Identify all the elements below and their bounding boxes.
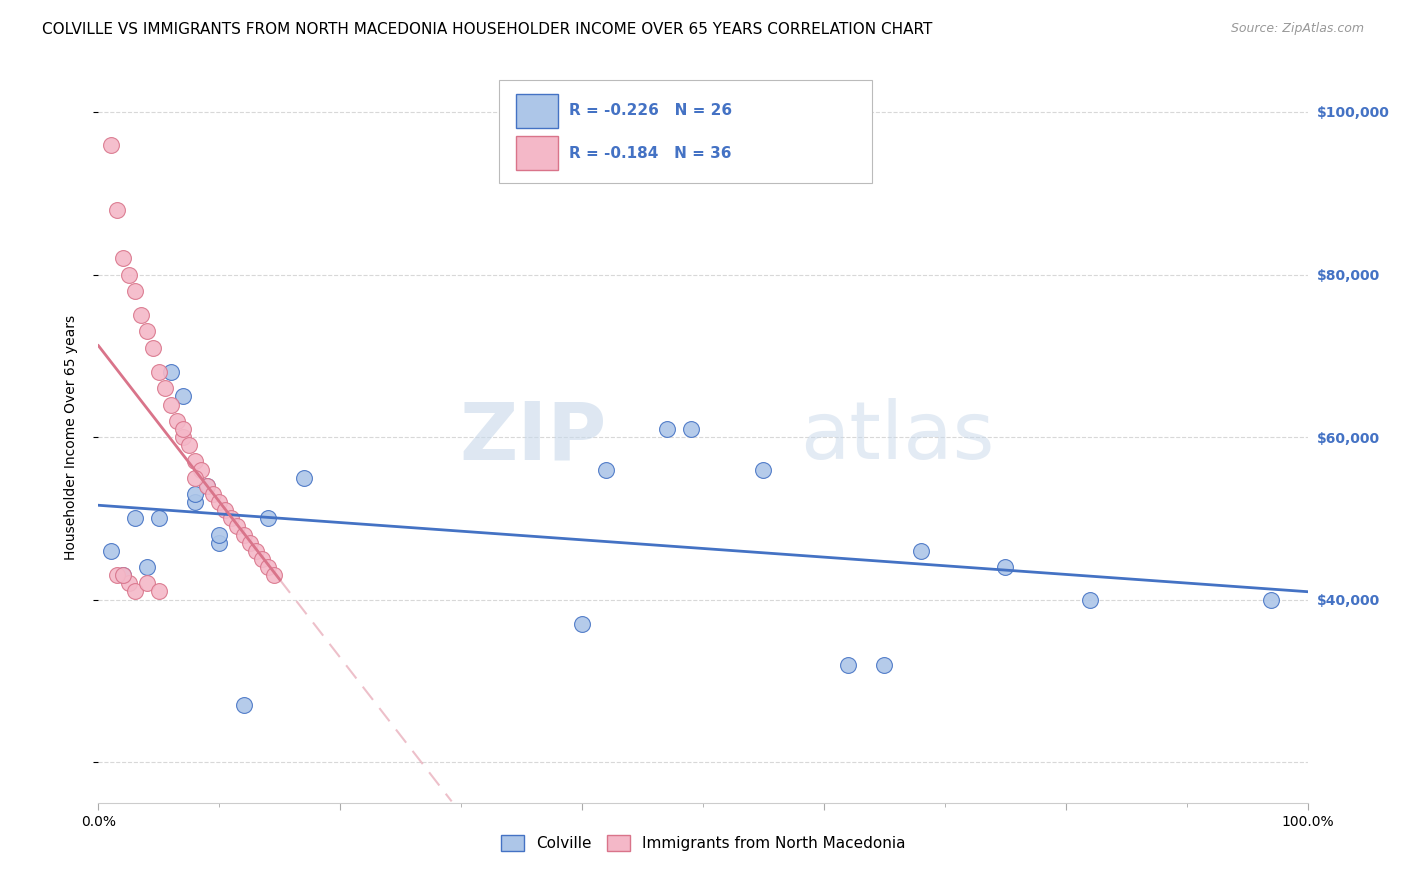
- Point: [994, 560, 1017, 574]
- Point: [118, 576, 141, 591]
- Point: [179, 438, 201, 452]
- Point: [129, 308, 152, 322]
- Point: [160, 398, 183, 412]
- Point: [232, 698, 254, 713]
- Point: [111, 252, 134, 266]
- Text: COLVILLE VS IMMIGRANTS FROM NORTH MACEDONIA HOUSEHOLDER INCOME OVER 65 YEARS COR: COLVILLE VS IMMIGRANTS FROM NORTH MACEDO…: [42, 22, 932, 37]
- Point: [250, 552, 273, 566]
- Point: [135, 576, 157, 591]
- Point: [208, 495, 231, 509]
- Point: [873, 657, 896, 672]
- Point: [100, 137, 122, 152]
- Point: [172, 430, 194, 444]
- Text: R = -0.184   N = 36: R = -0.184 N = 36: [569, 146, 733, 161]
- Point: [208, 527, 231, 541]
- Point: [184, 495, 207, 509]
- Point: [166, 414, 188, 428]
- Point: [124, 284, 146, 298]
- Point: [245, 544, 267, 558]
- Text: ZIP: ZIP: [458, 398, 606, 476]
- Point: [124, 511, 146, 525]
- Text: atlas: atlas: [800, 398, 994, 476]
- Point: [148, 511, 170, 525]
- Point: [195, 479, 218, 493]
- Point: [292, 471, 315, 485]
- Point: [910, 544, 932, 558]
- Point: [214, 503, 236, 517]
- Point: [124, 584, 146, 599]
- Point: [263, 568, 285, 582]
- Point: [135, 560, 157, 574]
- Point: [190, 462, 212, 476]
- Point: [221, 511, 243, 525]
- Point: [232, 527, 254, 541]
- Text: R = -0.226   N = 26: R = -0.226 N = 26: [569, 103, 733, 118]
- Point: [148, 584, 170, 599]
- Point: [148, 365, 170, 379]
- Point: [184, 487, 207, 501]
- Point: [226, 519, 249, 533]
- Point: [1078, 592, 1101, 607]
- Point: [105, 202, 128, 217]
- Point: [184, 454, 207, 468]
- Point: [111, 568, 134, 582]
- Point: [679, 422, 702, 436]
- Y-axis label: Householder Income Over 65 years: Householder Income Over 65 years: [63, 315, 77, 559]
- Point: [111, 568, 134, 582]
- Point: [202, 487, 225, 501]
- Point: [239, 535, 262, 549]
- Point: [571, 617, 593, 632]
- Point: [655, 422, 678, 436]
- Point: [184, 471, 207, 485]
- Point: [752, 462, 775, 476]
- Point: [172, 422, 194, 436]
- Point: [1260, 592, 1282, 607]
- Point: [172, 389, 194, 403]
- Point: [256, 511, 278, 525]
- Point: [105, 568, 128, 582]
- Text: Source: ZipAtlas.com: Source: ZipAtlas.com: [1230, 22, 1364, 36]
- Point: [135, 325, 157, 339]
- Point: [160, 365, 183, 379]
- Point: [208, 535, 231, 549]
- Point: [100, 544, 122, 558]
- Point: [837, 657, 859, 672]
- Legend: Colville, Immigrants from North Macedonia: Colville, Immigrants from North Macedoni…: [495, 830, 911, 857]
- Point: [256, 560, 278, 574]
- Point: [595, 462, 617, 476]
- Point: [118, 268, 141, 282]
- Point: [153, 381, 176, 395]
- Point: [142, 341, 165, 355]
- Point: [195, 479, 218, 493]
